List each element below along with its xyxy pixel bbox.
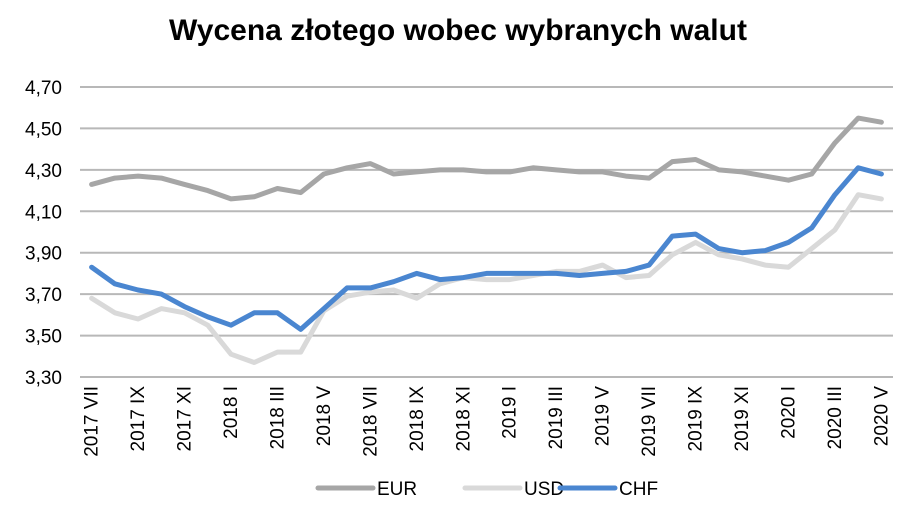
series-line-eur xyxy=(89,115,884,202)
x-tick-label: 2018 III xyxy=(267,386,288,449)
x-tick-label: 2018 VII xyxy=(360,386,381,457)
x-tick-label: 2018 IX xyxy=(407,386,428,452)
x-tick-label: 2018 XI xyxy=(453,386,474,452)
x-tick-label: 2019 IX xyxy=(686,386,707,452)
x-tick-label: 2017 IX xyxy=(128,386,149,452)
x-tick-label: 2020 I xyxy=(778,386,799,439)
y-tick-label: 4,30 xyxy=(25,161,62,182)
y-tick-label: 3,90 xyxy=(25,244,62,265)
x-axis: 2017 VII 2017 IX 2017 XI 2018 I 2018 III 2018… xyxy=(82,386,893,457)
y-axis: 3,30 3,50 3,70 3,90 4,10 4,30 4,50 4,70 xyxy=(25,78,62,389)
x-tick-label: 2019 XI xyxy=(732,386,753,452)
legend-label-usd: USD xyxy=(524,479,564,500)
x-tick-label: 2019 V xyxy=(593,386,614,447)
x-tick-label: 2019 III xyxy=(546,386,567,449)
x-tick-label: 2017 XI xyxy=(175,386,196,452)
x-tick-label: 2020 V xyxy=(871,386,892,447)
gridlines xyxy=(80,86,893,378)
y-tick-label: 3,50 xyxy=(25,327,62,348)
x-tick-label: 2018 I xyxy=(221,386,242,439)
legend-label-chf: CHF xyxy=(619,479,658,500)
x-tick-label: 2020 III xyxy=(825,386,846,449)
y-tick-label: 4,50 xyxy=(25,119,62,140)
y-tick-label: 4,10 xyxy=(25,202,62,223)
x-tick-label: 2019 VII xyxy=(639,386,660,457)
x-tick-label: 2018 V xyxy=(314,386,335,447)
x-tick-label: 2019 I xyxy=(500,386,521,439)
y-tick-label: 3,30 xyxy=(25,368,62,389)
series-line-usd xyxy=(89,192,884,365)
x-tick-label: 2017 VII xyxy=(82,386,103,457)
y-tick-label: 4,70 xyxy=(25,78,62,99)
chart-title: Wycena złotego wobec wybranych walut xyxy=(169,14,747,47)
series-lines xyxy=(89,115,884,365)
y-tick-label: 3,70 xyxy=(25,285,62,306)
legend-label-eur: EUR xyxy=(377,479,417,500)
legend: EUR USD CHF xyxy=(315,479,658,500)
